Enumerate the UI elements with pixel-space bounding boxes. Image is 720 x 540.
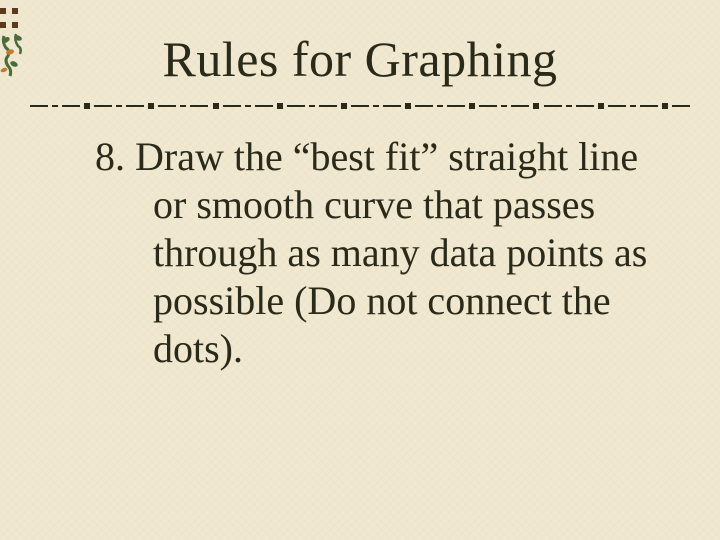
corner-ornament	[0, 0, 60, 80]
item-text-line1: Draw the “best fit” straight line	[135, 134, 638, 179]
title-divider	[30, 100, 690, 108]
item-text-line4: possible (Do not connect the	[95, 277, 660, 325]
item-text-line3: through as many data points as	[95, 229, 660, 277]
item-text-line2: or smooth curve that passes	[95, 181, 660, 229]
body-content: 8. Draw the “best fit” straight line or …	[0, 108, 720, 373]
item-text-line5: dots).	[95, 325, 660, 373]
item-number: 8.	[95, 134, 125, 179]
slide-title: Rules for Graphing	[0, 0, 720, 88]
